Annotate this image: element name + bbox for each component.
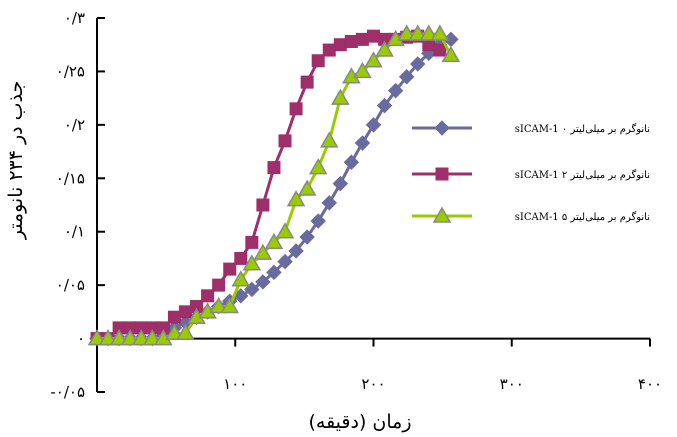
data-point <box>201 289 215 303</box>
legend-marker <box>434 120 450 136</box>
legend-label: sICAM-1 ۲ نانوگرم بر میلی‌لیتر <box>515 169 650 181</box>
data-point <box>367 29 380 43</box>
data-point <box>176 323 195 340</box>
data-point <box>375 40 394 57</box>
data-point <box>165 323 184 340</box>
legend-item: sICAM-1 ۰ نانوگرم بر میلی‌لیتر <box>412 120 650 136</box>
y-tick-label: -۰/۰۵ <box>50 383 85 401</box>
data-point <box>131 329 151 346</box>
data-point <box>433 43 447 57</box>
data-point <box>331 88 350 105</box>
data-point <box>355 32 369 46</box>
data-point <box>397 24 416 41</box>
data-point <box>245 235 259 249</box>
data-point <box>289 102 303 116</box>
legend-item: sICAM-1 ۵ نانوگرم بر میلی‌لیتر <box>412 206 650 223</box>
y-tick-label: ۰/۱ <box>64 223 85 241</box>
data-point <box>98 329 118 346</box>
x-tick-label: ۱۰۰ <box>223 375 247 393</box>
data-point <box>365 117 382 133</box>
data-point <box>275 222 295 239</box>
data-point <box>178 305 192 319</box>
series-layer <box>87 24 461 347</box>
data-point <box>266 264 282 281</box>
legend-marker <box>435 167 449 181</box>
data-point <box>297 179 317 196</box>
axes: -۰/۰۵ ۰ ۰/۰۵ ۰/۱ ۰/۱۵ ۰/۲ ۰/۲۵ ۰/۳ ۱۰۰ ۲۰۰ ۳۰۰ ۴۰۰ <box>50 9 662 401</box>
data-point <box>256 198 270 212</box>
data-point <box>354 135 371 151</box>
x-tick-label: ۳۰۰ <box>500 375 524 393</box>
data-point <box>242 254 262 271</box>
data-point <box>220 297 240 314</box>
series-line <box>97 32 453 341</box>
data-point <box>143 329 162 346</box>
legend-item: sICAM-1 ۲ نانوگرم بر میلی‌لیتر <box>412 167 650 181</box>
data-point <box>310 213 326 229</box>
legend-label: sICAM-1 ۵ نانوگرم بر میلی‌لیتر <box>515 211 650 223</box>
data-point <box>319 131 339 148</box>
y-tick-label: ۰/۲۵ <box>56 62 85 80</box>
data-point <box>167 310 181 324</box>
data-point <box>87 329 107 346</box>
data-point <box>353 61 372 79</box>
series-line <box>97 38 452 341</box>
data-point <box>332 175 349 192</box>
y-tick-label: ۰/۲ <box>64 116 85 134</box>
legend: sICAM-1 ۰ نانوگرم بر میلی‌لیتر sICAM-1 ۲ … <box>412 120 650 223</box>
data-point <box>364 51 383 68</box>
y-axis-label: جذب در ۲۳۴ نانومتر <box>5 81 27 241</box>
data-point <box>410 56 426 72</box>
data-point <box>109 329 129 346</box>
series-square <box>90 29 447 346</box>
y-tick-label: ۰ <box>77 330 85 348</box>
data-point <box>408 24 428 41</box>
x-axis-label: زمان (دقیقه) <box>308 411 411 433</box>
legend-marker <box>432 206 452 223</box>
data-point <box>212 278 226 292</box>
data-point <box>278 134 292 148</box>
data-point <box>308 158 328 175</box>
data-point <box>120 329 140 346</box>
data-point <box>299 229 315 245</box>
data-point <box>441 45 461 63</box>
data-point <box>209 297 228 314</box>
data-point <box>253 243 273 260</box>
data-point <box>398 69 415 85</box>
y-tick-label: ۰/۳ <box>64 9 85 27</box>
data-point <box>264 232 284 250</box>
y-tick-label: ۰/۱۵ <box>56 169 85 187</box>
data-point <box>322 43 336 57</box>
data-point <box>267 161 281 175</box>
legend-label: sICAM-1 ۰ نانوگرم بر میلی‌لیتر <box>515 123 650 135</box>
data-point <box>333 38 347 52</box>
x-tick-label: ۴۰۰ <box>638 375 662 393</box>
data-point <box>419 24 439 41</box>
data-point <box>255 274 271 290</box>
data-point <box>288 243 304 259</box>
data-point <box>286 190 306 207</box>
x-tick-label: ۲۰۰ <box>361 375 385 393</box>
data-point <box>300 75 314 89</box>
data-point <box>234 251 248 265</box>
data-point <box>387 82 404 99</box>
data-point <box>311 54 325 68</box>
series-diamond <box>89 31 459 347</box>
series-triangle <box>87 24 461 346</box>
series-line <box>97 34 441 341</box>
data-point <box>343 154 360 170</box>
data-point <box>231 270 251 287</box>
data-point <box>344 35 358 49</box>
data-point <box>223 262 237 276</box>
data-point <box>321 195 337 211</box>
data-point <box>430 24 450 41</box>
data-point <box>277 253 293 270</box>
y-tick-label: ۰/۰۵ <box>56 276 85 294</box>
data-point <box>376 97 393 114</box>
